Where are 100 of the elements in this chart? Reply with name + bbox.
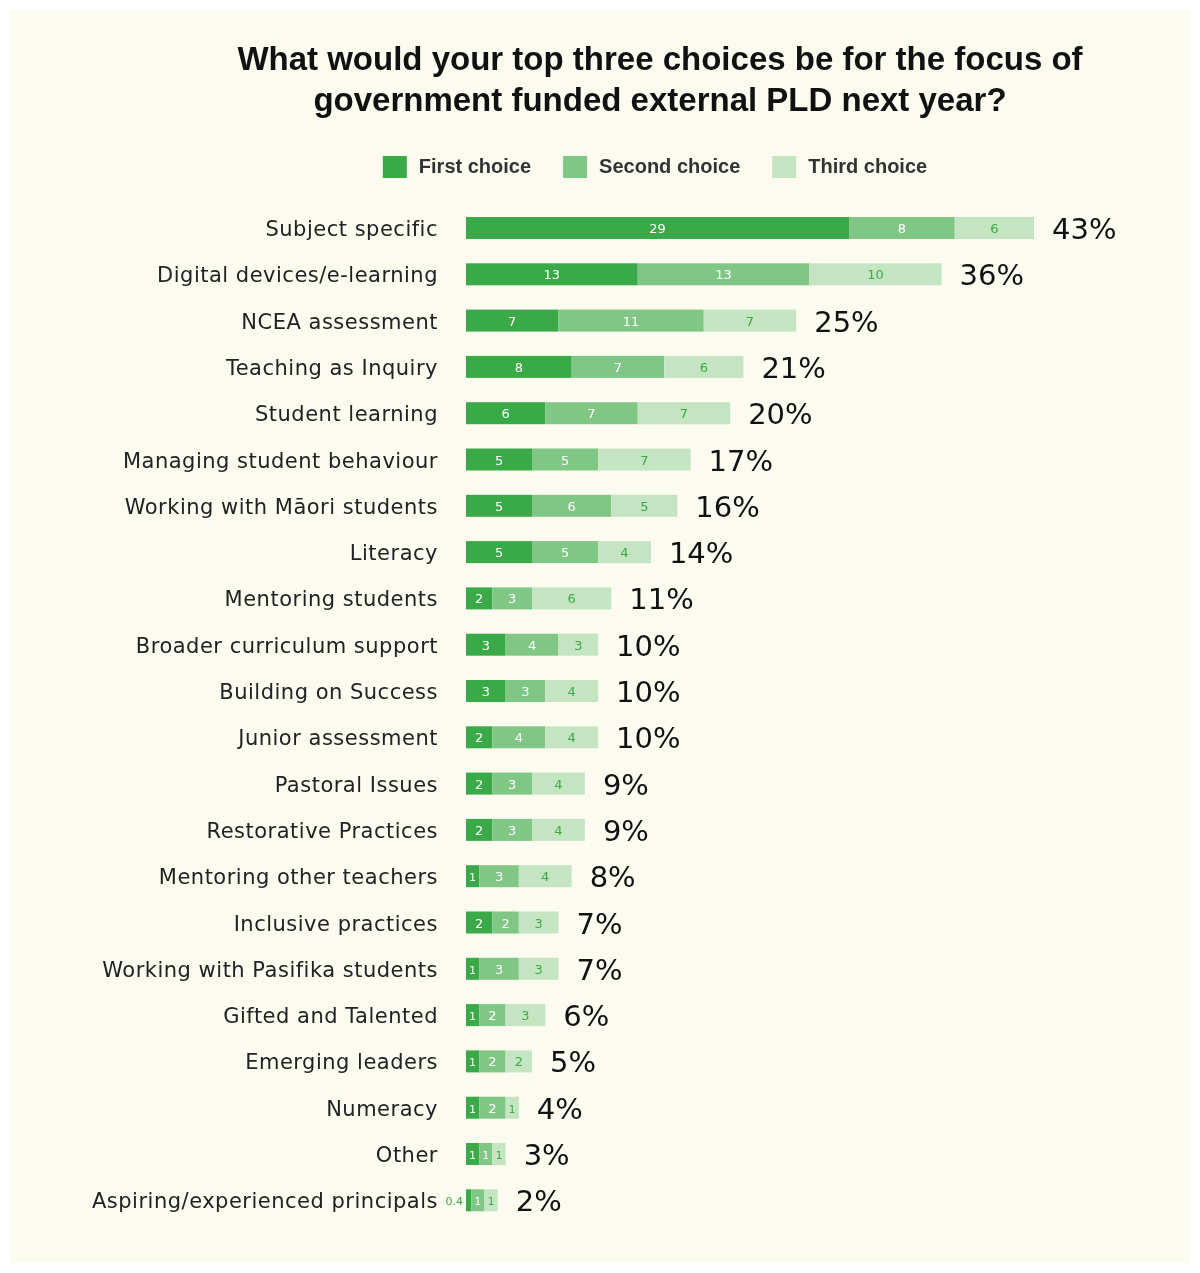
bar (532, 587, 612, 610)
y-tick-label: Teaching as Inquiry (224, 355, 438, 380)
bar (598, 448, 691, 471)
data-label: 7 (613, 359, 623, 375)
data-label: 3 (508, 776, 517, 792)
data-label: 7 (587, 406, 596, 422)
bar (466, 448, 533, 471)
data-label: 1 (469, 1149, 476, 1161)
bar (466, 680, 506, 702)
y-tick-label: Working with Māori students (124, 494, 438, 519)
y-tick-label: Building on Success (219, 680, 438, 704)
data-label: 4 (554, 822, 563, 838)
bar (466, 1143, 480, 1165)
bar (484, 1189, 498, 1212)
data-label: 2 (475, 730, 484, 746)
bar (492, 772, 533, 795)
data-label: 7 (640, 452, 649, 468)
data-label: 4 (567, 730, 576, 746)
legend-label: Third choice (808, 155, 928, 177)
bar (466, 541, 533, 564)
bar (466, 263, 638, 286)
y-tick-label: NCEA assessment (241, 309, 438, 334)
y-tick-label: Other (375, 1143, 438, 1167)
y-tick-label: Subject specific (265, 217, 438, 241)
legend-label: Second choice (599, 155, 741, 177)
bar (466, 1004, 480, 1027)
bar (466, 772, 493, 795)
total-label: 20% (748, 397, 813, 432)
bar (479, 1096, 506, 1119)
data-label: 5 (560, 545, 570, 561)
bar (466, 1189, 472, 1212)
legend-label: First choice (418, 155, 532, 177)
total-label: 36% (959, 258, 1024, 293)
total-label: 10% (616, 628, 681, 663)
data-label: 3 (508, 822, 517, 838)
bar (637, 402, 731, 425)
bar (664, 355, 744, 378)
total-label: 25% (814, 304, 879, 339)
bar (571, 355, 665, 378)
data-label: 11 (622, 313, 640, 329)
bar (809, 263, 942, 286)
bar (479, 1050, 506, 1073)
bar (532, 494, 612, 517)
bar (466, 309, 559, 332)
data-label: 1 (469, 1102, 476, 1115)
total-label: 7% (576, 906, 623, 941)
bar (479, 1004, 506, 1027)
bar (479, 1143, 493, 1165)
bar (518, 957, 559, 980)
data-label: 0.4 (445, 1195, 463, 1209)
bar (598, 541, 651, 564)
data-label: 4 (514, 730, 523, 746)
y-tick-label: Restorative Practices (206, 818, 438, 843)
bar (492, 726, 546, 749)
bar (505, 633, 559, 656)
data-label: 7 (745, 313, 755, 329)
bar (492, 1143, 506, 1165)
bar (479, 865, 519, 888)
data-label: 1 (469, 963, 476, 976)
total-label: 14% (668, 536, 734, 571)
data-label: 2 (475, 915, 484, 931)
bar (492, 818, 533, 841)
bar (518, 865, 572, 888)
y-tick-label: Working with Pasifika students (102, 957, 438, 982)
bar (532, 541, 599, 564)
chart-title: What would your top three choices be for the focus of government funded external PLD next year? (236, 39, 1084, 120)
bar (505, 1004, 546, 1027)
total-label: 7% (576, 952, 623, 987)
data-label: 4 (554, 776, 563, 792)
data-label: 5 (494, 498, 504, 514)
total-label: 5% (550, 1045, 597, 1080)
total-label: 11% (629, 582, 694, 617)
data-label: 2 (488, 1008, 497, 1024)
bar (466, 402, 546, 425)
bar (545, 402, 638, 425)
bar (466, 494, 533, 517)
bar (505, 1050, 533, 1073)
data-label: 7 (508, 313, 517, 329)
data-label: 2 (514, 1054, 523, 1070)
bar (532, 772, 585, 795)
data-label: 1 (469, 1056, 476, 1069)
y-tick-label: Pastoral Issues (274, 772, 438, 797)
y-tick-label: Literacy (349, 541, 438, 566)
y-tick-label: Emerging leaders (245, 1050, 438, 1075)
data-label: 1 (487, 1195, 495, 1208)
data-label: 13 (543, 267, 561, 283)
bar (558, 633, 599, 656)
data-label: 3 (521, 684, 530, 699)
data-label: 3 (521, 1008, 530, 1024)
data-label: 3 (494, 961, 504, 977)
total-label: 9% (602, 767, 649, 802)
y-tick-label: Gifted and Talented (223, 1004, 438, 1029)
data-label: 2 (475, 591, 484, 607)
data-label: 3 (494, 869, 504, 885)
y-tick-label: Mentoring other teachers (158, 865, 438, 890)
data-label: 1 (482, 1149, 490, 1161)
bar (532, 448, 599, 471)
data-label: 5 (560, 452, 570, 468)
bar (466, 818, 493, 841)
total-label: 4% (536, 1091, 583, 1126)
